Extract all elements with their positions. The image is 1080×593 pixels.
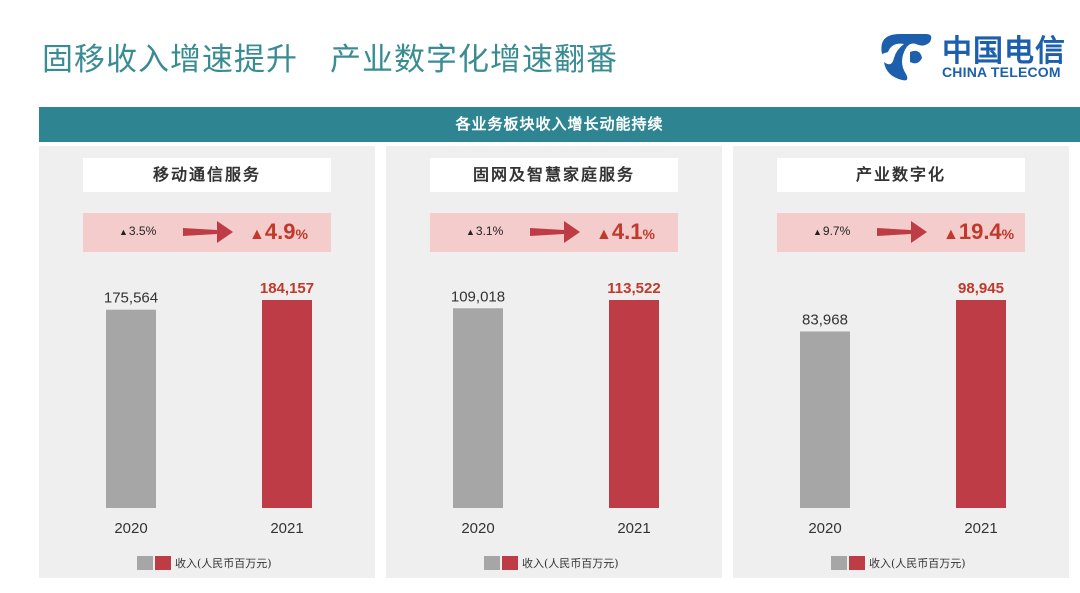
legend-swatch-2021: [155, 555, 171, 570]
x-tick-label-2021: 2021: [617, 520, 650, 537]
growth-comparison: ▲3.5% ▲4.9%: [83, 213, 331, 252]
legend-swatch-2020: [137, 555, 153, 570]
right-arrow-icon: [530, 221, 580, 243]
growth-from: ▲9.7%: [813, 224, 850, 238]
growth-to-value: 4.9: [264, 219, 296, 244]
data-label-2021: 98,945: [958, 280, 1004, 297]
growth-to-unit: %: [295, 226, 308, 242]
growth-comparison: ▲9.7% ▲19.4%: [777, 213, 1025, 252]
growth-from-value: 3.1%: [475, 224, 504, 238]
logo: 中国电信 CHINA TELECOM: [876, 26, 1076, 88]
legend-swatch-2021: [849, 555, 865, 570]
panel-title: 移动通信服务: [83, 158, 331, 192]
legend: 收入(人民币百万元): [484, 552, 619, 570]
data-label-2020: 109,018: [451, 288, 505, 305]
up-arrow-icon: ▲: [596, 226, 612, 243]
growth-from: ▲3.5%: [119, 224, 156, 238]
chart-panel-mobile: 移动通信服务 ▲3.5% ▲4.9% 175,564 2020 184,157 202…: [39, 146, 375, 578]
growth-comparison: ▲3.1% ▲4.1%: [430, 213, 678, 252]
up-arrow-icon: ▲: [249, 226, 265, 243]
bar-chart: 175,564 2020 184,157 2021: [104, 280, 314, 537]
bar-chart: 109,018 2020 113,522 2021: [451, 280, 661, 537]
up-arrow-icon: ▲: [466, 227, 475, 237]
x-tick-label-2020: 2020: [461, 520, 494, 537]
bar-2020: [800, 331, 850, 508]
x-tick-label-2021: 2021: [270, 520, 303, 537]
right-arrow-icon: [877, 221, 927, 243]
legend-label: 收入(人民币百万元): [175, 556, 272, 570]
up-arrow-icon: ▲: [943, 226, 959, 243]
growth-to-unit: %: [642, 226, 655, 242]
bar-2021: [956, 300, 1006, 508]
page-title-part1: 固移收入增速提升: [42, 42, 298, 78]
legend-label: 收入(人民币百万元): [869, 556, 966, 570]
x-tick-label-2020: 2020: [114, 520, 147, 537]
right-arrow-icon: [183, 221, 233, 243]
x-tick-label-2021: 2021: [964, 520, 997, 537]
legend-swatch-2020: [831, 555, 847, 570]
page-title-part2: 产业数字化增速翻番: [330, 42, 618, 78]
bar-chart: 83,968 2020 98,945 2021: [800, 280, 1006, 537]
bar-2020: [453, 308, 503, 508]
page-title: 固移收入增速提升 产业数字化增速翻番: [42, 34, 618, 79]
legend: 收入(人民币百万元): [831, 552, 966, 570]
chart-panel-industrial-digitalization: 产业数字化 ▲9.7% ▲19.4% 83,968 2020 98,945 2021 …: [733, 146, 1069, 578]
panel-title: 固网及智慧家庭服务: [430, 158, 678, 192]
growth-from-value: 3.5%: [128, 224, 157, 238]
legend-swatch-2020: [484, 555, 500, 570]
growth-to: ▲4.9%: [249, 219, 308, 245]
china-telecom-logo-icon: [881, 34, 932, 81]
bar-2021: [609, 300, 659, 508]
data-label-2020: 175,564: [104, 290, 158, 307]
data-label-2021: 184,157: [260, 280, 314, 297]
legend-label: 收入(人民币百万元): [522, 556, 619, 570]
legend: 收入(人民币百万元): [137, 552, 272, 570]
data-label-2020: 83,968: [802, 311, 848, 328]
section-banner: 各业务板块收入增长动能持续: [39, 107, 1080, 142]
data-label-2021: 113,522: [607, 280, 660, 297]
growth-to-value: 4.1: [611, 219, 643, 244]
up-arrow-icon: ▲: [119, 227, 128, 237]
growth-to: ▲19.4%: [943, 219, 1014, 245]
panel-title: 产业数字化: [777, 158, 1025, 192]
x-tick-label-2020: 2020: [808, 520, 841, 537]
logo-name-en: CHINA TELECOM: [942, 64, 1061, 80]
growth-from: ▲3.1%: [466, 224, 503, 238]
growth-to-value: 19.4: [958, 219, 1002, 244]
growth-from-value: 9.7%: [822, 224, 851, 238]
chart-panel-fixed-smart-home: 固网及智慧家庭服务 ▲3.1% ▲4.1% 109,018 2020 113,522…: [386, 146, 722, 578]
growth-to: ▲4.1%: [596, 219, 655, 245]
growth-to-unit: %: [1001, 226, 1015, 242]
up-arrow-icon: ▲: [813, 227, 822, 237]
bar-2020: [106, 309, 156, 508]
legend-swatch-2021: [502, 555, 518, 570]
logo-name-cn: 中国电信: [942, 34, 1066, 69]
bar-2021: [262, 300, 312, 508]
